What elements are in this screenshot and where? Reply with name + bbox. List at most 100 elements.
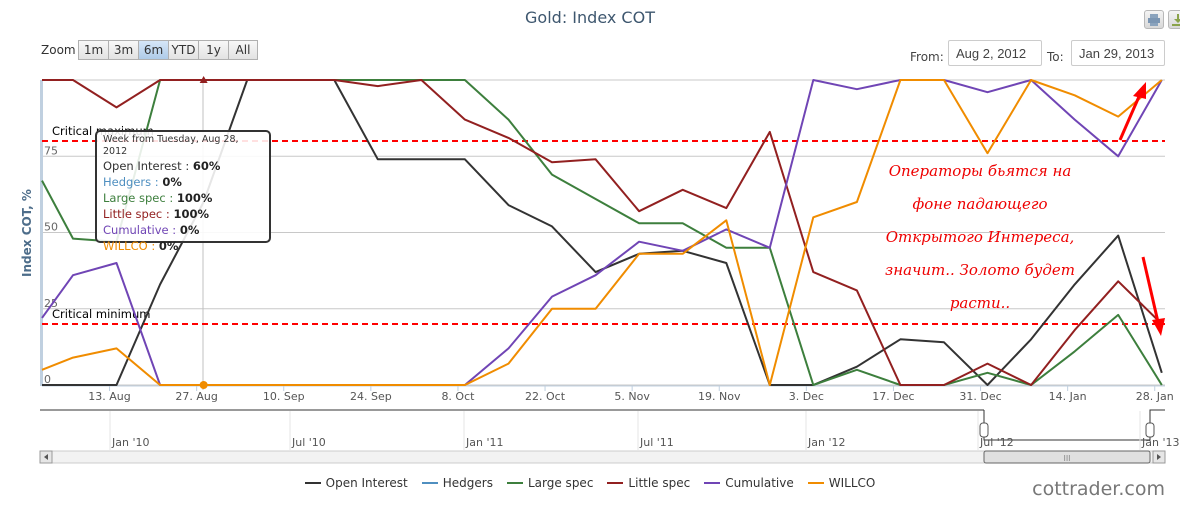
x-tick-label: 28. Jan: [1136, 390, 1174, 403]
navigator-label: Jul '10: [291, 436, 326, 449]
tooltip-label: Cumulative: [103, 223, 169, 237]
tooltip-value: 0%: [162, 175, 182, 189]
legend-swatch: [807, 482, 824, 484]
navigator-label: Jan '13: [1141, 436, 1179, 449]
x-tick-label: 8. Oct: [441, 390, 475, 403]
zoom-ytd-button[interactable]: YTD: [169, 40, 199, 60]
legend-item[interactable]: Cumulative: [704, 476, 794, 490]
scrollbar-thumb[interactable]: [983, 450, 1151, 464]
tooltip-value: 100%: [176, 191, 213, 205]
arrow-up-annotation: [1118, 82, 1146, 141]
navigator-right-handle[interactable]: [1145, 422, 1155, 438]
hover-marker: [199, 76, 208, 83]
x-tick-label: 13. Aug: [88, 390, 130, 403]
y-tick-label: 75: [44, 144, 58, 157]
x-tick-label: 10. Sep: [263, 390, 305, 403]
x-tick-label: 24. Sep: [350, 390, 392, 403]
annotation-line: расти..: [949, 294, 1011, 312]
x-tick-label: 14. Jan: [1049, 390, 1087, 403]
zoom-all-button[interactable]: All: [229, 40, 258, 60]
y-axis-title: Index COT, %: [20, 189, 34, 277]
annotation-text: Операторы бьятся на фоне падающего Откры…: [855, 155, 1105, 320]
annotation-line: фоне падающего: [912, 195, 1048, 213]
legend-swatch: [506, 482, 523, 484]
tooltip-label: Little spec: [103, 207, 163, 221]
x-tick-label: 22. Oct: [525, 390, 566, 403]
zoom-6m-button[interactable]: 6m: [139, 40, 169, 60]
tooltip-row: WILLCO : 0%: [103, 239, 179, 253]
legend-item[interactable]: Hedgers: [421, 476, 493, 490]
legend-item[interactable]: Little spec: [607, 476, 690, 490]
navigator-label: Jul '11: [639, 436, 674, 449]
tooltip-label: Open Interest: [103, 159, 182, 173]
y-tick-label: 0: [44, 373, 51, 386]
zoom-1m-button[interactable]: 1m: [78, 40, 109, 60]
arrow-down-annotation: [1141, 256, 1165, 336]
tooltip-row: Little spec : 100%: [103, 207, 209, 221]
download-icon: [1172, 14, 1180, 26]
tooltip-row: Cumulative : 0%: [103, 223, 200, 237]
print-button[interactable]: [1144, 10, 1164, 29]
x-tick-label: 3. Dec: [789, 390, 824, 403]
from-label: From:: [910, 50, 944, 64]
legend: Open Interest Hedgers Large spec Little spe…: [0, 476, 1180, 490]
annotation-line: значит.. Золото будет: [885, 261, 1075, 279]
legend-label: WILLCO: [828, 476, 876, 490]
tooltip-row: Open Interest : 60%: [103, 159, 221, 173]
chevron-left-icon: [44, 454, 48, 460]
zoom-3m-button[interactable]: 3m: [109, 40, 139, 60]
to-label: To:: [1047, 50, 1064, 64]
from-date-input[interactable]: Aug 2, 2012: [948, 40, 1042, 66]
x-tick-label: 17. Dec: [872, 390, 914, 403]
series-line-little-spec[interactable]: [42, 79, 1163, 386]
tooltip-label: Hedgers: [103, 175, 152, 189]
legend-label: Open Interest: [325, 476, 408, 490]
tooltip-value: 60%: [192, 159, 221, 173]
x-tick-label: 31. Dec: [959, 390, 1001, 403]
tooltip-value: 0%: [179, 223, 200, 237]
download-button[interactable]: [1168, 10, 1180, 29]
x-tick-label: 19. Nov: [698, 390, 741, 403]
legend-swatch: [304, 482, 321, 484]
watermark: cottrader.com: [1032, 478, 1165, 500]
critical-line-label: Critical minimum: [52, 307, 150, 321]
legend-label: Large spec: [527, 476, 594, 490]
scrollbar-grip-icon: III: [1063, 454, 1070, 463]
zoom-1y-button[interactable]: 1y: [199, 40, 229, 60]
tooltip-label: WILLCO: [103, 239, 148, 253]
navigator-label: Jan '11: [465, 436, 503, 449]
tooltip: Week from Tuesday, Aug 28, 2012 Open Int…: [95, 130, 271, 253]
tooltip-row: Hedgers : 0%: [103, 175, 182, 189]
legend-label: Little spec: [628, 476, 691, 490]
zoom-label: Zoom: [41, 43, 76, 57]
legend-swatch: [607, 482, 624, 484]
legend-swatch: [704, 482, 721, 484]
zoom-buttons: 1m 3m 6m YTD 1y All: [78, 40, 258, 60]
navigator-label: Jan '10: [111, 436, 149, 449]
legend-item[interactable]: Large spec: [506, 476, 594, 490]
to-date-input[interactable]: Jan 29, 2013: [1071, 40, 1165, 66]
x-tick-label: 27. Aug: [175, 390, 217, 403]
legend-label: Hedgers: [442, 476, 493, 490]
tooltip-label: Large spec: [103, 191, 166, 205]
legend-item[interactable]: WILLCO: [807, 476, 876, 490]
hover-marker: [199, 381, 208, 389]
chart-title: Gold: Index COT: [525, 8, 655, 27]
legend-item[interactable]: Open Interest: [304, 476, 408, 490]
tooltip-row: Large spec : 100%: [103, 191, 213, 205]
chevron-right-icon: [1157, 454, 1161, 460]
tooltip-header: Week from Tuesday, Aug 28, 2012: [103, 134, 239, 157]
x-tick-label: 5. Nov: [614, 390, 650, 403]
navigator-label: Jul '12: [979, 436, 1014, 449]
printer-icon: [1148, 14, 1160, 26]
annotation-line: Операторы бьятся на: [888, 162, 1072, 180]
navigator-left-handle[interactable]: [979, 422, 989, 438]
legend-swatch: [421, 482, 438, 484]
tooltip-value: 100%: [173, 207, 209, 221]
legend-label: Cumulative: [725, 476, 794, 490]
annotation-line: Открытого Интереса,: [885, 228, 1075, 246]
y-axis-line: [40, 80, 43, 386]
series-line-willco[interactable]: [41, 79, 1163, 386]
y-tick-label: 50: [44, 221, 58, 234]
